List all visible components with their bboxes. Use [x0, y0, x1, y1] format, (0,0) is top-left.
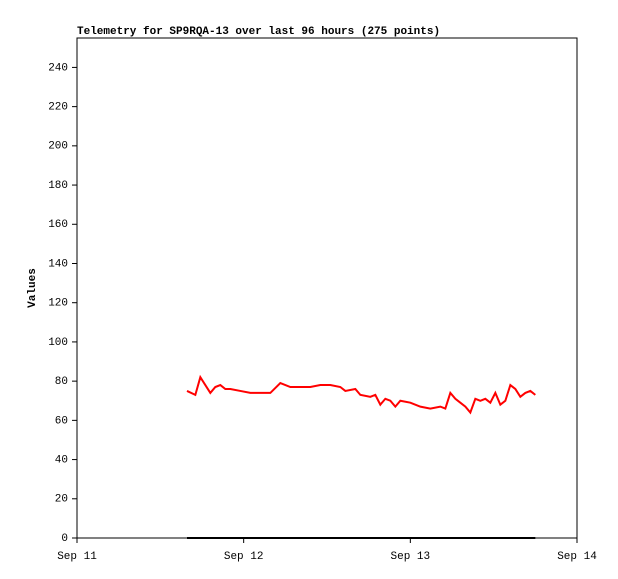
y-tick-label: 40: [55, 454, 68, 466]
y-tick-label: 80: [55, 376, 68, 388]
y-tick-label: 240: [48, 62, 68, 74]
y-tick-label: 120: [48, 298, 68, 310]
y-axis-label: Values: [27, 268, 39, 308]
y-tick-label: 60: [55, 415, 68, 427]
y-tick-label: 0: [61, 533, 68, 545]
chart-title: Telemetry for SP9RQA-13 over last 96 hou…: [77, 26, 440, 38]
x-tick-label: Sep 11: [57, 551, 97, 563]
y-tick-label: 100: [48, 337, 68, 349]
x-tick-label: Sep 13: [391, 551, 431, 563]
x-tick-label: Sep 12: [224, 551, 264, 563]
y-tick-label: 200: [48, 141, 68, 153]
y-tick-label: 160: [48, 219, 68, 231]
x-tick-label: Sep 14: [557, 551, 597, 563]
plot-frame: [76, 37, 578, 539]
y-tick-label: 20: [55, 494, 68, 506]
y-tick-label: 140: [48, 258, 68, 270]
series-line: [186, 374, 536, 415]
y-tick-label: 180: [48, 180, 68, 192]
y-tick-label: 220: [48, 102, 68, 114]
